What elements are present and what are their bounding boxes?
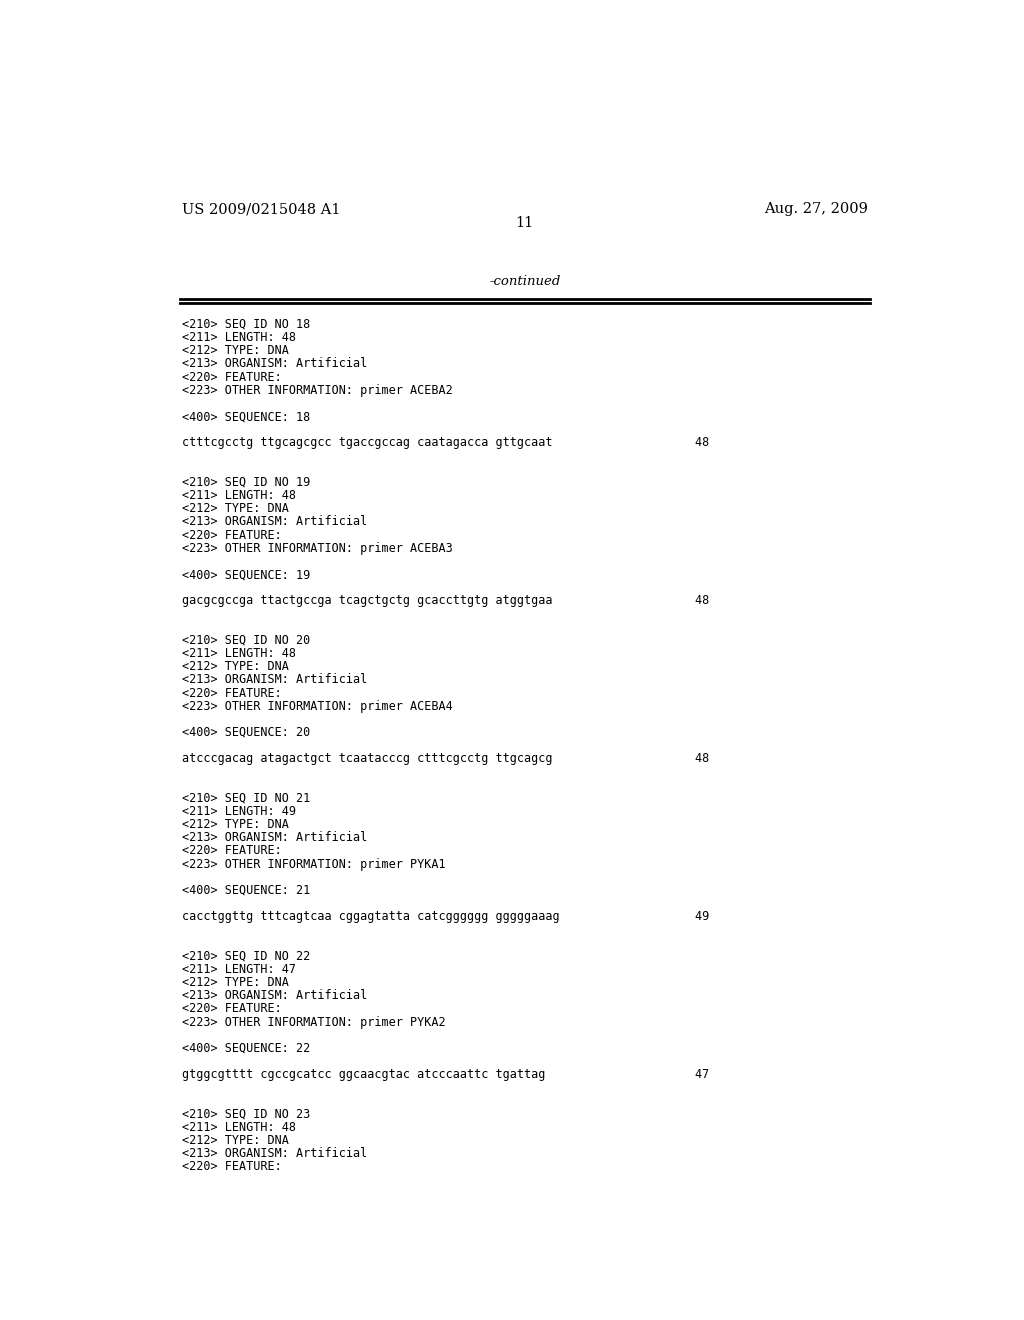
Text: gtggcgtttt cgccgcatcc ggcaacgtac atcccaattc tgattag                     47: gtggcgtttt cgccgcatcc ggcaacgtac atcccaa… <box>182 1068 710 1081</box>
Text: <400> SEQUENCE: 19: <400> SEQUENCE: 19 <box>182 568 310 581</box>
Text: <220> FEATURE:: <220> FEATURE: <box>182 1160 282 1173</box>
Text: <400> SEQUENCE: 20: <400> SEQUENCE: 20 <box>182 726 310 739</box>
Text: <211> LENGTH: 49: <211> LENGTH: 49 <box>182 805 296 818</box>
Text: <220> FEATURE:: <220> FEATURE: <box>182 686 282 700</box>
Text: <213> ORGANISM: Artificial: <213> ORGANISM: Artificial <box>182 358 368 371</box>
Text: <212> TYPE: DNA: <212> TYPE: DNA <box>182 818 289 832</box>
Text: <213> ORGANISM: Artificial: <213> ORGANISM: Artificial <box>182 989 368 1002</box>
Text: <212> TYPE: DNA: <212> TYPE: DNA <box>182 502 289 515</box>
Text: <212> TYPE: DNA: <212> TYPE: DNA <box>182 345 289 358</box>
Text: <223> OTHER INFORMATION: primer PYKA2: <223> OTHER INFORMATION: primer PYKA2 <box>182 1015 445 1028</box>
Text: <220> FEATURE:: <220> FEATURE: <box>182 371 282 384</box>
Text: <213> ORGANISM: Artificial: <213> ORGANISM: Artificial <box>182 515 368 528</box>
Text: <210> SEQ ID NO 18: <210> SEQ ID NO 18 <box>182 318 310 331</box>
Text: <223> OTHER INFORMATION: primer PYKA1: <223> OTHER INFORMATION: primer PYKA1 <box>182 858 445 871</box>
Text: <211> LENGTH: 48: <211> LENGTH: 48 <box>182 647 296 660</box>
Text: <212> TYPE: DNA: <212> TYPE: DNA <box>182 1134 289 1147</box>
Text: <210> SEQ ID NO 23: <210> SEQ ID NO 23 <box>182 1107 310 1121</box>
Text: gacgcgccga ttactgccga tcagctgctg gcaccttgtg atggtgaa                    48: gacgcgccga ttactgccga tcagctgctg gcacctt… <box>182 594 710 607</box>
Text: cacctggttg tttcagtcaa cggagtatta catcgggggg gggggaaag                   49: cacctggttg tttcagtcaa cggagtatta catcggg… <box>182 911 710 923</box>
Text: -continued: -continued <box>489 276 560 289</box>
Text: ctttcgcctg ttgcagcgcc tgaccgccag caatagacca gttgcaat                    48: ctttcgcctg ttgcagcgcc tgaccgccag caataga… <box>182 437 710 449</box>
Text: atcccgacag atagactgct tcaatacccg ctttcgcctg ttgcagcg                    48: atcccgacag atagactgct tcaatacccg ctttcgc… <box>182 752 710 766</box>
Text: <400> SEQUENCE: 21: <400> SEQUENCE: 21 <box>182 884 310 898</box>
Text: <210> SEQ ID NO 21: <210> SEQ ID NO 21 <box>182 792 310 805</box>
Text: <223> OTHER INFORMATION: primer ACEBA2: <223> OTHER INFORMATION: primer ACEBA2 <box>182 384 453 397</box>
Text: <210> SEQ ID NO 20: <210> SEQ ID NO 20 <box>182 634 310 647</box>
Text: <213> ORGANISM: Artificial: <213> ORGANISM: Artificial <box>182 1147 368 1160</box>
Text: <210> SEQ ID NO 22: <210> SEQ ID NO 22 <box>182 950 310 962</box>
Text: <211> LENGTH: 48: <211> LENGTH: 48 <box>182 490 296 502</box>
Text: <211> LENGTH: 48: <211> LENGTH: 48 <box>182 331 296 345</box>
Text: 11: 11 <box>516 216 534 230</box>
Text: <220> FEATURE:: <220> FEATURE: <box>182 528 282 541</box>
Text: Aug. 27, 2009: Aug. 27, 2009 <box>764 202 867 216</box>
Text: <223> OTHER INFORMATION: primer ACEBA3: <223> OTHER INFORMATION: primer ACEBA3 <box>182 541 453 554</box>
Text: <220> FEATURE:: <220> FEATURE: <box>182 1002 282 1015</box>
Text: <220> FEATURE:: <220> FEATURE: <box>182 845 282 858</box>
Text: <212> TYPE: DNA: <212> TYPE: DNA <box>182 975 289 989</box>
Text: <400> SEQUENCE: 18: <400> SEQUENCE: 18 <box>182 411 310 424</box>
Text: <210> SEQ ID NO 19: <210> SEQ ID NO 19 <box>182 477 310 488</box>
Text: <213> ORGANISM: Artificial: <213> ORGANISM: Artificial <box>182 832 368 845</box>
Text: <213> ORGANISM: Artificial: <213> ORGANISM: Artificial <box>182 673 368 686</box>
Text: <211> LENGTH: 48: <211> LENGTH: 48 <box>182 1121 296 1134</box>
Text: <400> SEQUENCE: 22: <400> SEQUENCE: 22 <box>182 1041 310 1055</box>
Text: <211> LENGTH: 47: <211> LENGTH: 47 <box>182 962 296 975</box>
Text: US 2009/0215048 A1: US 2009/0215048 A1 <box>182 202 340 216</box>
Text: <223> OTHER INFORMATION: primer ACEBA4: <223> OTHER INFORMATION: primer ACEBA4 <box>182 700 453 713</box>
Text: <212> TYPE: DNA: <212> TYPE: DNA <box>182 660 289 673</box>
